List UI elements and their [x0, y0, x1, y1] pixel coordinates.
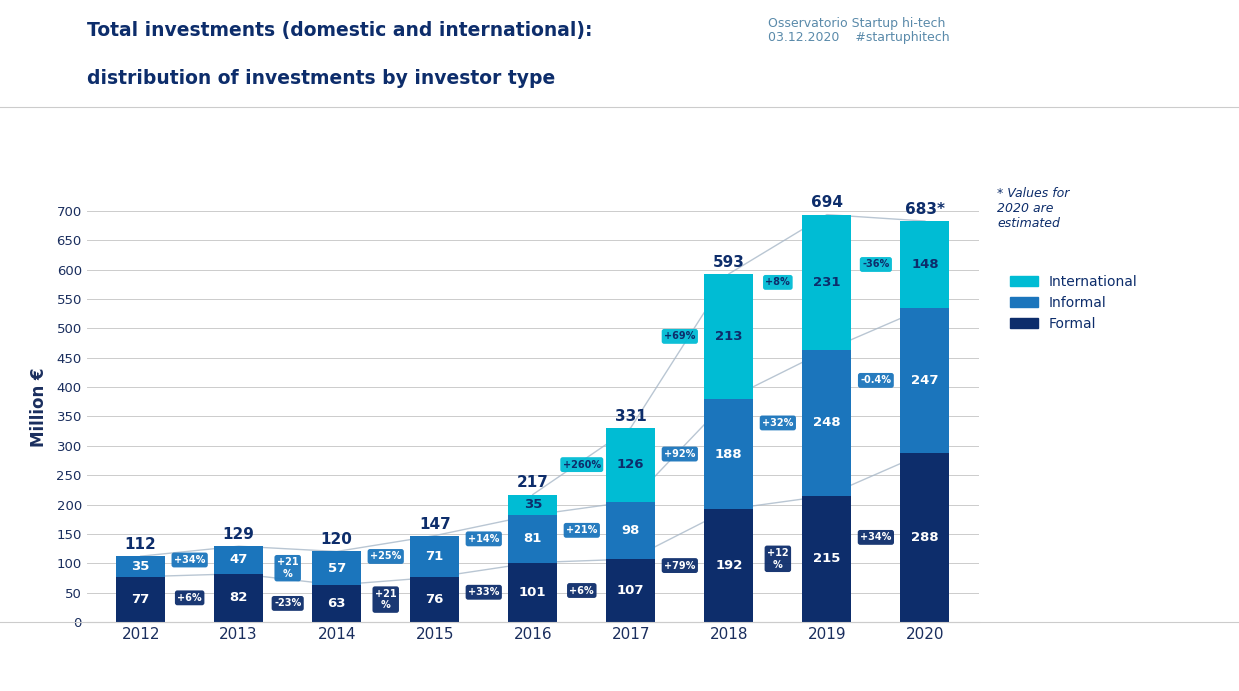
Bar — [508, 562, 558, 622]
Bar — [901, 453, 949, 622]
Text: 694: 694 — [810, 196, 843, 211]
Text: 81: 81 — [524, 532, 541, 545]
Text: 120: 120 — [321, 532, 353, 547]
Text: 47: 47 — [229, 553, 248, 567]
Text: 288: 288 — [911, 531, 939, 544]
Text: +32%: +32% — [762, 418, 793, 428]
Text: -23%: -23% — [274, 598, 301, 608]
Text: 593: 593 — [712, 255, 745, 269]
Text: 112: 112 — [125, 537, 156, 552]
Text: 63: 63 — [327, 597, 346, 610]
Text: 247: 247 — [911, 374, 939, 387]
Text: +34%: +34% — [860, 532, 892, 542]
Text: 126: 126 — [617, 458, 644, 471]
Text: 147: 147 — [419, 516, 451, 531]
Bar — [410, 536, 460, 577]
Text: +21
%: +21 % — [276, 558, 299, 579]
Text: 76: 76 — [425, 593, 444, 606]
Text: 231: 231 — [813, 276, 840, 289]
Bar — [606, 502, 655, 559]
Text: +21
%: +21 % — [375, 589, 396, 610]
Text: +14%: +14% — [468, 534, 499, 544]
Bar — [901, 221, 949, 308]
Bar — [803, 215, 851, 350]
Legend: International, Informal, Formal: International, Informal, Formal — [1005, 269, 1144, 337]
Text: distribution of investments by investor type: distribution of investments by investor … — [87, 69, 555, 88]
Text: 35: 35 — [131, 560, 150, 573]
Text: -0.4%: -0.4% — [860, 375, 891, 386]
Bar — [606, 428, 655, 502]
Text: 148: 148 — [911, 258, 939, 271]
Bar — [508, 515, 558, 562]
Text: 248: 248 — [813, 417, 841, 429]
Text: 82: 82 — [229, 591, 248, 605]
Text: 215: 215 — [813, 552, 840, 565]
Text: -36%: -36% — [862, 260, 890, 269]
Text: +69%: +69% — [664, 332, 695, 341]
Text: 77: 77 — [131, 593, 150, 606]
Text: * Values for
2020 are
estimated: * Values for 2020 are estimated — [997, 187, 1069, 229]
Text: 213: 213 — [715, 330, 742, 343]
Bar — [606, 559, 655, 622]
Text: +92%: +92% — [664, 449, 695, 459]
Text: 101: 101 — [519, 586, 546, 599]
Text: +25%: +25% — [370, 551, 401, 562]
Bar — [214, 574, 263, 622]
Text: +33%: +33% — [468, 587, 499, 597]
Text: 129: 129 — [223, 527, 255, 542]
Text: 03.12.2020    #startuphitech: 03.12.2020 #startuphitech — [768, 31, 950, 44]
Text: 188: 188 — [715, 448, 742, 461]
Text: 331: 331 — [615, 408, 647, 424]
Bar — [704, 509, 753, 622]
Text: 98: 98 — [622, 524, 641, 537]
Bar — [410, 577, 460, 622]
Bar — [901, 308, 949, 453]
Text: Osservatorio Startup hi-tech: Osservatorio Startup hi-tech — [768, 17, 945, 30]
Text: +6%: +6% — [570, 585, 593, 596]
Bar — [803, 495, 851, 622]
Text: +12
%: +12 % — [767, 548, 789, 569]
Text: 192: 192 — [715, 559, 742, 572]
Bar — [704, 274, 753, 399]
Text: 107: 107 — [617, 584, 644, 597]
Text: Total investments (domestic and international):: Total investments (domestic and internat… — [87, 21, 592, 39]
Text: +34%: +34% — [173, 555, 206, 565]
Text: +8%: +8% — [766, 277, 790, 287]
Bar — [508, 495, 558, 515]
Text: +21%: +21% — [566, 525, 597, 536]
Text: +260%: +260% — [563, 460, 601, 470]
Bar — [312, 551, 362, 585]
Bar — [214, 546, 263, 574]
Text: 683*: 683* — [904, 202, 945, 217]
Text: 71: 71 — [426, 550, 444, 563]
Bar — [116, 556, 165, 577]
Bar — [312, 585, 362, 622]
Text: +6%: +6% — [177, 593, 202, 603]
Text: 57: 57 — [327, 562, 346, 575]
Y-axis label: Million €: Million € — [30, 368, 48, 448]
Text: +79%: +79% — [664, 560, 695, 571]
Bar — [704, 399, 753, 509]
Text: 35: 35 — [524, 498, 541, 511]
Bar — [803, 350, 851, 495]
Bar — [116, 577, 165, 622]
Text: 217: 217 — [517, 475, 549, 491]
